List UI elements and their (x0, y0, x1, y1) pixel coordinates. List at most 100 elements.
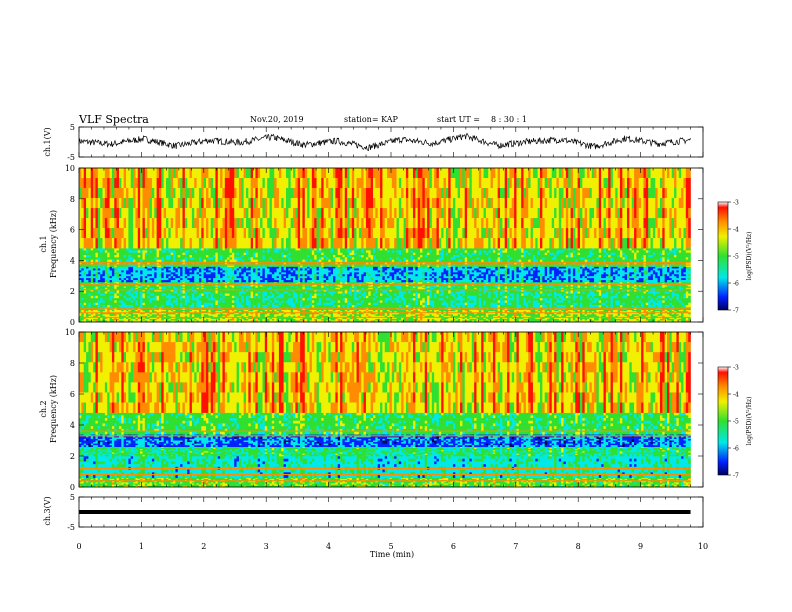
spectrogram-cell (100, 260, 103, 263)
spectrogram-cell (81, 294, 84, 297)
spectrogram-cell (126, 208, 129, 218)
spectrogram-cell (222, 305, 225, 308)
spectrogram-cell (190, 257, 193, 260)
spectrogram-cell (260, 253, 263, 256)
spectrogram-cell (145, 208, 148, 218)
spectrogram-cell (98, 168, 101, 178)
spectrogram-cell (117, 208, 120, 218)
spectrogram-cell (112, 228, 115, 238)
spectrogram-cell (251, 178, 254, 188)
spectrogram-cell (152, 270, 155, 272)
spectrogram-cell (128, 255, 131, 258)
spectrogram-cell (126, 303, 129, 306)
spectrogram-cell (220, 253, 223, 256)
spectrogram-cell (246, 276, 249, 278)
spectrogram-cell (175, 208, 178, 218)
spectrogram-cell (199, 188, 202, 198)
spectrogram-cell (161, 255, 164, 258)
spectrogram-cell (286, 238, 289, 248)
spectrogram-cell (178, 268, 181, 270)
spectrogram-cell (100, 298, 103, 301)
spectrogram-cell (244, 272, 247, 274)
spectrogram-cell (150, 274, 153, 276)
spectrogram-cell (161, 291, 164, 294)
spectrogram-cell (234, 260, 237, 263)
spectrogram-cell (135, 250, 138, 253)
spectrogram-cell (161, 260, 164, 263)
spectrogram-cell (253, 268, 256, 270)
spectrogram-cell (208, 188, 211, 198)
spectrogram-cell (232, 238, 235, 248)
spectrogram-cell (244, 303, 247, 306)
spectrogram-cell (241, 296, 244, 299)
spectrogram-cell (100, 290, 103, 291)
spectrogram-cell (201, 250, 204, 253)
spectrogram-cell (234, 228, 237, 238)
spectrogram-cell (112, 298, 115, 301)
spectrogram-cell (121, 268, 124, 270)
spectrogram-cell (220, 238, 223, 248)
spectrogram-cell (255, 290, 258, 291)
spectrogram-cell (157, 303, 160, 306)
spectrogram-cell (128, 267, 131, 269)
spectrogram-cell (241, 250, 244, 253)
spectrogram-cell (192, 290, 195, 291)
spectrogram-cell (168, 168, 171, 178)
spectrogram-cell (138, 218, 141, 228)
spectrogram-cell (135, 303, 138, 306)
spectrogram-cell (237, 228, 240, 238)
spectrogram-cell (201, 218, 204, 228)
spectrogram-cell (124, 248, 127, 251)
spectrogram-cell (185, 253, 188, 256)
spectrogram-cell (220, 268, 223, 270)
spectrogram-cell (211, 294, 214, 297)
spectrogram-cell (154, 218, 157, 228)
spectrogram-cell (171, 260, 174, 263)
spectrogram-cell (246, 290, 249, 291)
spectrogram-cell (232, 178, 235, 188)
spectrogram-cell (258, 280, 261, 282)
spectrogram-cell (147, 276, 150, 278)
spectrogram-cell (145, 294, 148, 297)
spectrogram-cell (199, 168, 202, 178)
spectrogram-cell (265, 238, 268, 248)
spectrogram-cell (248, 300, 251, 303)
spectrogram-cell (279, 168, 282, 178)
spectrogram-cell (192, 267, 195, 269)
spectrogram-cell (248, 276, 251, 278)
spectrogram-cell (152, 188, 155, 198)
spectrogram-cell (128, 228, 131, 238)
spectrogram-cell (180, 274, 183, 276)
spectrogram-cell (234, 257, 237, 260)
spectrogram-cell (126, 188, 129, 198)
spectrogram-cell (270, 208, 273, 218)
spectrogram-cell (140, 290, 143, 291)
spectrogram-cell (206, 280, 209, 282)
spectrogram-cell (185, 248, 188, 251)
spectrogram-cell (86, 298, 89, 301)
spectrogram-cell (267, 228, 270, 238)
spectrogram-cell (262, 305, 265, 308)
spectrogram-cell (237, 296, 240, 299)
spectrogram-cell (168, 257, 171, 260)
spectrogram-cell (135, 260, 138, 263)
spectrogram-cell (281, 294, 284, 297)
spectrogram-cell (147, 294, 150, 297)
spectrogram-cell (164, 218, 167, 228)
spectrogram-cell (121, 255, 124, 258)
spectrogram-cell (213, 270, 216, 272)
spectrogram-cell (150, 250, 153, 253)
spectrogram-cell (230, 228, 233, 238)
spectrogram-cell (185, 280, 188, 282)
spectrogram-cell (267, 260, 270, 263)
spectrogram-cell (93, 168, 96, 178)
spectrogram-cell (150, 188, 153, 198)
spectrogram-cell (180, 280, 183, 282)
spectrogram-cell (100, 278, 103, 280)
spectrogram-cell (230, 188, 233, 198)
spectrogram-cell (147, 296, 150, 299)
spectrogram-cell (182, 305, 185, 308)
spectrogram-cell (272, 257, 275, 260)
spectrogram-cell (213, 298, 216, 301)
spectrogram-cell (237, 198, 240, 208)
